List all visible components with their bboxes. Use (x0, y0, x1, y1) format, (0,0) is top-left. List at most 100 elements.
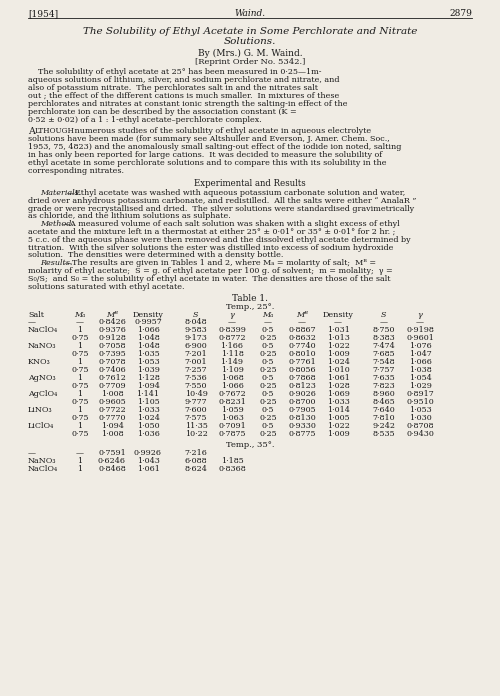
Text: Temp., 25°.: Temp., 25°. (226, 303, 274, 311)
Text: 0·8700: 0·8700 (288, 398, 316, 406)
Text: 0·75: 0·75 (72, 414, 89, 422)
Text: 1·053: 1·053 (408, 406, 432, 414)
Text: LTHOUGH: LTHOUGH (34, 127, 74, 135)
Text: 0·25: 0·25 (259, 350, 277, 358)
Text: 0·75: 0·75 (72, 334, 89, 342)
Text: 1·024: 1·024 (136, 414, 160, 422)
Text: 1·094: 1·094 (100, 422, 124, 430)
Text: 1·061: 1·061 (136, 466, 160, 473)
Text: solutions have been made (for summary see Altshuller and Everson, J. Amer. Chem.: solutions have been made (for summary se… (28, 135, 390, 143)
Text: ethyl acetate in some perchlorate solutions and to compare this with its solubil: ethyl acetate in some perchlorate soluti… (28, 159, 386, 167)
Text: 0·7058: 0·7058 (98, 342, 126, 350)
Text: 1·022: 1·022 (326, 422, 349, 430)
Text: 0·7761: 0·7761 (288, 358, 316, 366)
Text: Mᴮ: Mᴮ (296, 311, 308, 319)
Text: Temp., 35°.: Temp., 35°. (226, 441, 274, 450)
Text: 0·25: 0·25 (259, 366, 277, 374)
Text: 1·030: 1·030 (408, 414, 432, 422)
Text: 0·25: 0·25 (259, 430, 277, 438)
Text: 1·008: 1·008 (100, 390, 124, 398)
Text: —: — (298, 318, 306, 326)
Text: 1·141: 1·141 (136, 390, 160, 398)
Text: Mₐ: Mₐ (74, 311, 86, 319)
Text: 1·048: 1·048 (136, 334, 160, 342)
Text: 0·6246: 0·6246 (98, 457, 126, 466)
Text: Materials.: Materials. (40, 189, 81, 197)
Text: 0·8399: 0·8399 (218, 326, 246, 334)
Text: 0·7612: 0·7612 (98, 374, 126, 382)
Text: 1·014: 1·014 (326, 406, 349, 414)
Text: 1: 1 (78, 326, 82, 334)
Text: 9·242: 9·242 (372, 422, 396, 430)
Text: 0·8775: 0·8775 (288, 430, 316, 438)
Text: 10·49: 10·49 (184, 390, 208, 398)
Text: 1·050: 1·050 (136, 422, 160, 430)
Text: Mₐ: Mₐ (262, 311, 274, 319)
Text: —The results are given in Tables 1 and 2, where Mₐ = molarity of salt;  Mᴮ =: —The results are given in Tables 1 and 2… (64, 259, 376, 267)
Text: 7·257: 7·257 (184, 366, 208, 374)
Text: —: — (228, 318, 236, 326)
Text: 1·043: 1·043 (136, 457, 160, 466)
Text: Salt: Salt (28, 311, 44, 319)
Text: [Reprint Order No. 5342.]: [Reprint Order No. 5342.] (195, 58, 305, 66)
Text: 8·624: 8·624 (184, 466, 208, 473)
Text: 8·960: 8·960 (372, 390, 396, 398)
Text: 1: 1 (78, 457, 82, 466)
Text: 1·010: 1·010 (326, 366, 349, 374)
Text: out ; the effect of the different cations is much smaller.  In mixtures of these: out ; the effect of the different cation… (28, 92, 339, 100)
Text: 7·600: 7·600 (184, 406, 208, 414)
Text: 1·149: 1·149 (220, 358, 244, 366)
Text: numerous studies of the solubility of ethyl acetate in aqueous electrolyte: numerous studies of the solubility of et… (72, 127, 371, 135)
Text: 0·7868: 0·7868 (288, 374, 316, 382)
Text: 7·536: 7·536 (184, 374, 208, 382)
Text: 7·548: 7·548 (372, 358, 396, 366)
Text: 0·8632: 0·8632 (288, 334, 316, 342)
Text: 0·25: 0·25 (259, 334, 277, 342)
Text: 0·8010: 0·8010 (288, 350, 316, 358)
Text: perchlorate ion can be described by the association constant (K =: perchlorate ion can be described by the … (28, 108, 297, 116)
Text: Method.: Method. (40, 220, 74, 228)
Text: S: S (382, 311, 387, 319)
Text: 1953, 75, 4823) and the anomalously small salting-out effect of the iodide ion n: 1953, 75, 4823) and the anomalously smal… (28, 143, 402, 151)
Text: 0·9128: 0·9128 (98, 334, 126, 342)
Text: —: — (76, 318, 84, 326)
Text: 7·474: 7·474 (372, 342, 396, 350)
Text: 1·094: 1·094 (136, 382, 160, 390)
Text: LiNO₃: LiNO₃ (28, 406, 52, 414)
Text: —: — (28, 450, 36, 457)
Text: 7·640: 7·640 (372, 406, 396, 414)
Text: perchlorates and nitrates at constant ionic strength the salting-in effect of th: perchlorates and nitrates at constant io… (28, 100, 347, 108)
Text: —: — (264, 318, 272, 326)
Text: 0·8772: 0·8772 (218, 334, 246, 342)
Text: 1·048: 1·048 (136, 342, 160, 350)
Text: 9·173: 9·173 (184, 334, 208, 342)
Text: 0·25: 0·25 (259, 414, 277, 422)
Text: NaNO₃: NaNO₃ (28, 457, 56, 466)
Text: 1·066: 1·066 (408, 358, 432, 366)
Text: 0·5: 0·5 (262, 358, 274, 366)
Text: 0·7091: 0·7091 (218, 422, 246, 430)
Text: 10·22: 10·22 (184, 430, 208, 438)
Text: 1·033: 1·033 (326, 398, 349, 406)
Text: 0·9510: 0·9510 (406, 398, 434, 406)
Text: 0·5: 0·5 (262, 390, 274, 398)
Text: 0·9926: 0·9926 (134, 450, 162, 457)
Text: 8·535: 8·535 (372, 430, 396, 438)
Text: 0·9957: 0·9957 (134, 318, 162, 326)
Text: —Ethyl acetate was washed with aqueous potassium carbonate solution and water,: —Ethyl acetate was washed with aqueous p… (67, 189, 405, 197)
Text: 1·005: 1·005 (326, 414, 349, 422)
Text: γ: γ (418, 311, 422, 319)
Text: aqueous solutions of lithium, silver, and sodium perchlorate and nitrate, and: aqueous solutions of lithium, silver, an… (28, 76, 340, 84)
Text: 1·022: 1·022 (326, 342, 349, 350)
Text: 8·750: 8·750 (373, 326, 395, 334)
Text: 1·054: 1·054 (408, 374, 432, 382)
Text: 1·128: 1·128 (136, 374, 160, 382)
Text: Table 1.: Table 1. (232, 294, 268, 303)
Text: 0·9430: 0·9430 (406, 430, 434, 438)
Text: 1: 1 (78, 342, 82, 350)
Text: 1·076: 1·076 (408, 342, 432, 350)
Text: KNO₃: KNO₃ (28, 358, 51, 366)
Text: 0·7672: 0·7672 (218, 390, 246, 398)
Text: 1·063: 1·063 (220, 414, 244, 422)
Text: 0·7709: 0·7709 (98, 382, 126, 390)
